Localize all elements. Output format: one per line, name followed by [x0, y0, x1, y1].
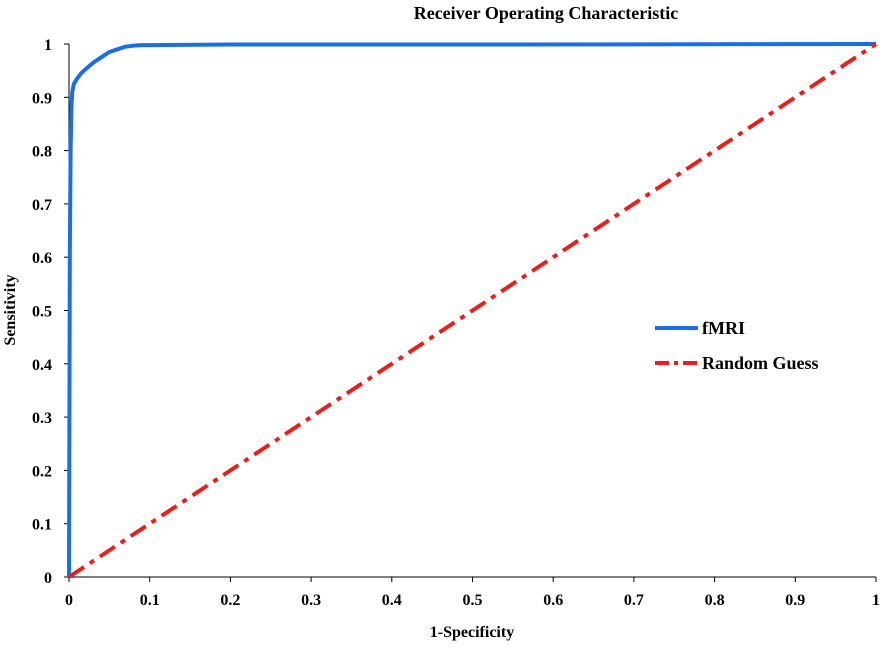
y-tick-label: 0.8 — [32, 144, 52, 161]
x-tick-label: 0 — [65, 592, 73, 609]
x-axis-label: 1-Specificity — [430, 624, 514, 641]
x-tick-label: 0.2 — [220, 592, 240, 609]
x-tick-label: 0.9 — [785, 592, 805, 609]
y-tick-label: 0.3 — [32, 410, 52, 427]
legend: fMRI Random Guess — [655, 318, 819, 373]
y-tick-label: 0.2 — [32, 463, 52, 480]
x-tick-label: 0.8 — [705, 592, 725, 609]
series-line-random-guess — [67, 42, 878, 579]
x-tick-label: 0.5 — [463, 592, 483, 609]
y-axis-ticks: 0 0.1 0.2 0.3 0.4 0.5 0.6 0.7 0.8 0.9 1 — [32, 37, 69, 587]
x-tick-label: 0.6 — [543, 592, 563, 609]
y-tick-label: 0.1 — [32, 517, 52, 534]
chart-title: Receiver Operating Characteristic — [414, 3, 679, 23]
y-tick-label: 1 — [44, 37, 52, 54]
y-tick-label: 0.6 — [32, 250, 52, 267]
y-tick-label: 0.9 — [32, 90, 52, 107]
x-tick-label: 0.7 — [624, 592, 644, 609]
y-tick-label: 0 — [44, 570, 52, 587]
x-tick-label: 1 — [872, 592, 880, 609]
legend-label-random-guess: Random Guess — [702, 353, 819, 373]
y-tick-label: 0.4 — [32, 357, 52, 374]
x-axis-ticks: 0 0.1 0.2 0.3 0.4 0.5 0.6 0.7 0.8 0.9 1 — [65, 577, 880, 609]
x-tick-label: 0.3 — [301, 592, 321, 609]
x-tick-label: 0.1 — [140, 592, 160, 609]
y-tick-label: 0.7 — [32, 197, 52, 214]
series-layer — [67, 42, 878, 579]
y-axis-label: Sensitivity — [2, 274, 19, 345]
legend-label-fmri: fMRI — [702, 318, 745, 338]
series-line-fmri — [67, 42, 877, 578]
y-tick-label: 0.5 — [32, 304, 52, 321]
x-tick-label: 0.4 — [382, 592, 402, 609]
